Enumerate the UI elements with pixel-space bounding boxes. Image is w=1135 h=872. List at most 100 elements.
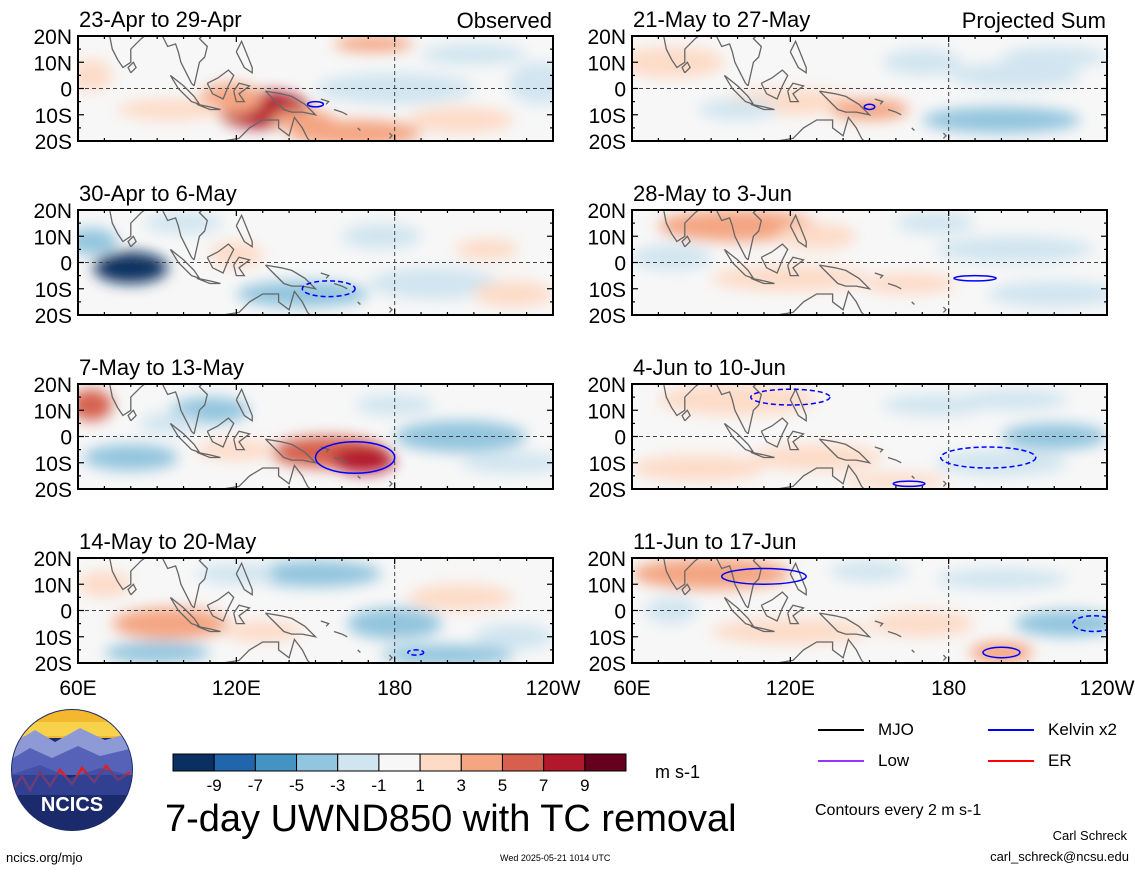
- wind-anomaly-cell: [394, 420, 527, 453]
- wind-anomaly-cell: [935, 236, 1094, 263]
- wind-anomaly-cell: [882, 49, 962, 76]
- x-tick-label: 60E: [59, 677, 96, 700]
- y-tick-label: 10N: [33, 400, 72, 423]
- coastline: [662, 384, 749, 435]
- coastline: [776, 463, 866, 489]
- coastline: [942, 306, 947, 313]
- wind-anomaly-cell: [645, 597, 698, 624]
- colorbar-swatch: [337, 753, 380, 772]
- wind-field: [632, 210, 1107, 308]
- coastline: [911, 301, 915, 305]
- coastline: [233, 82, 251, 103]
- wind-anomaly-cell: [455, 238, 519, 260]
- y-tick-label: 20S: [35, 653, 72, 676]
- wind-field: [78, 560, 553, 663]
- coastline: [750, 103, 775, 111]
- coastline: [776, 289, 866, 315]
- wind-anomaly-cell: [777, 223, 857, 250]
- y-tick-label: 10S: [589, 279, 626, 302]
- coastline: [222, 463, 312, 489]
- colorbar-swatch: [419, 753, 462, 772]
- coastline: [760, 591, 789, 622]
- legend-item-er: ER: [988, 751, 1072, 771]
- coastline: [193, 384, 209, 435]
- x-tick-label: 120E: [766, 677, 815, 700]
- coastline: [874, 620, 884, 627]
- coastline: [357, 127, 361, 131]
- panel-plot-area: [632, 210, 1107, 315]
- wind-anomaly-cell: [961, 389, 1068, 411]
- y-tick-label: 20S: [589, 305, 626, 328]
- kelvin-contour: [982, 646, 1021, 659]
- panel-plot-area: [632, 558, 1107, 663]
- wind-anomaly-cell: [83, 444, 179, 471]
- wind-anomaly-cell: [658, 210, 817, 242]
- coastline: [235, 561, 253, 597]
- y-tick-label: 0: [614, 253, 626, 276]
- coastline: [818, 264, 872, 290]
- panel-plot-area: [632, 36, 1107, 141]
- coastline: [206, 417, 235, 448]
- y-tick-label: 10S: [589, 627, 626, 650]
- wind-anomaly-cell: [922, 106, 1081, 134]
- coastline: [196, 625, 221, 633]
- wind-anomaly-cell: [460, 452, 553, 474]
- coastline: [235, 39, 253, 75]
- coastline: [193, 36, 209, 87]
- y-tick-label: 20S: [589, 479, 626, 502]
- coastline: [750, 625, 775, 633]
- coastline: [887, 108, 902, 116]
- coastline: [747, 36, 763, 87]
- coastline: [333, 456, 348, 464]
- column-header: Projected Sum: [962, 8, 1106, 33]
- y-tick-label: 20S: [589, 131, 626, 154]
- coastline: [942, 132, 947, 139]
- panel-date-label: 23-Apr to 29-Apr: [79, 7, 242, 32]
- coastline: [108, 210, 195, 261]
- wind-anomaly-cell: [223, 621, 303, 642]
- wind-anomaly-cell: [969, 642, 1034, 663]
- y-tick-label: 10N: [33, 226, 72, 249]
- y-tick-label: 0: [614, 79, 626, 102]
- coastline: [789, 39, 807, 75]
- wind-anomaly-cell: [407, 584, 514, 611]
- y-tick-label: 10S: [589, 453, 626, 476]
- coastline: [127, 61, 137, 74]
- coastline: [760, 69, 789, 100]
- coastline: [196, 103, 221, 111]
- kelvin-contour: [720, 567, 807, 585]
- y-tick-label: 20S: [35, 305, 72, 328]
- wind-anomaly-cell: [112, 607, 229, 640]
- colorbar-tick-label: -9: [207, 776, 222, 795]
- coastline: [196, 277, 221, 285]
- colorbar-tick-label: 5: [498, 776, 507, 795]
- coastline: [760, 243, 789, 274]
- coastline: [887, 456, 902, 464]
- coastline: [235, 213, 253, 249]
- wind-anomaly-cell: [368, 267, 501, 300]
- y-tick-label: 10N: [587, 400, 626, 423]
- coastline: [818, 612, 872, 638]
- coastline: [662, 36, 749, 87]
- credit-email[interactable]: carl_schreck@ncsu.edu: [990, 849, 1129, 864]
- coastline: [222, 637, 312, 663]
- colorbar-tick-label: 3: [457, 776, 466, 795]
- wind-field: [78, 212, 553, 308]
- coastline: [787, 256, 805, 277]
- colorbar-swatch: [296, 753, 339, 772]
- main-title: 7-day UWND850 with TC removal: [165, 798, 737, 840]
- y-tick-label: 10S: [589, 105, 626, 128]
- wind-anomaly-cell: [935, 568, 1068, 590]
- legend-line-kelvin: [988, 729, 1034, 731]
- panel-date-label: 11-Jun to 17-Jun: [633, 529, 796, 554]
- coastline: [196, 451, 221, 459]
- y-tick-label: 20N: [33, 548, 72, 571]
- footer-site-link[interactable]: ncics.org/mjo: [6, 850, 83, 865]
- y-tick-label: 10S: [35, 279, 72, 302]
- y-tick-label: 10N: [587, 574, 626, 597]
- wind-anomaly-cell: [750, 444, 883, 471]
- coastline: [760, 417, 789, 448]
- colorbar-swatch: [172, 753, 215, 772]
- coastline: [357, 649, 361, 653]
